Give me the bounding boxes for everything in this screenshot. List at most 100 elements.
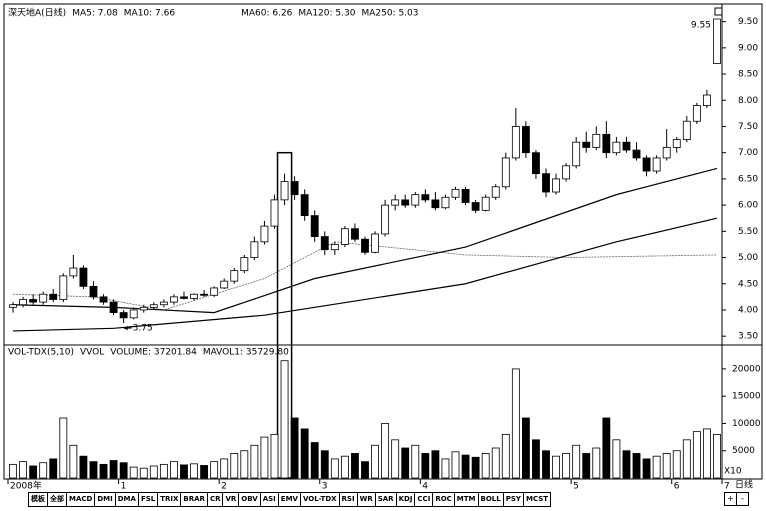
volume-bar [612,439,621,479]
candle-body [642,157,651,172]
indicator-tab[interactable]: DMI [94,492,116,507]
candle-body [702,94,711,106]
candle-body [501,157,510,188]
volume-bar [471,456,480,479]
volume-bar [431,450,440,479]
candle-body [119,312,128,319]
candle-body [260,225,269,243]
volume-bar [401,447,410,479]
volume-bar [562,453,571,479]
indicator-tab[interactable]: SAR [374,492,397,507]
indicator-tab[interactable]: BRAR [180,492,208,507]
candle-body [612,141,621,154]
volume-bar [713,433,721,479]
candle-body [79,267,88,287]
volume-bar [89,461,98,479]
candle-body [572,141,581,167]
indicator-tab[interactable]: VR [222,492,240,507]
volume-bar [270,433,279,479]
candle-body [270,199,279,227]
candle-body [29,299,38,303]
volume-bar [582,453,591,479]
indicator-tab[interactable]: 全部 [47,492,67,507]
header-text: 深天地A(日线) [8,7,66,19]
indicator-tab[interactable]: ASI [259,492,279,507]
annotation: 3.75 [133,324,153,334]
candle-body [89,285,98,298]
volume-bar [320,450,329,479]
indicator-tab[interactable]: DMA [114,492,139,507]
indicator-tab[interactable]: WR [356,492,376,507]
volume-bar [159,463,168,479]
volume-bar [622,450,631,479]
indicator-tab[interactable]: PSY [502,492,524,507]
volume-bar [129,466,138,479]
volume-tick-label: 10000 [732,419,761,429]
candle-body [602,133,611,154]
volume-tick-label: 15000 [732,392,761,402]
volume-bar [340,455,349,479]
volume-bar [391,439,400,479]
x-tick-label: 2008年 [10,480,42,492]
indicator-tab[interactable]: CCI [414,492,434,507]
candle-body [552,178,560,193]
candle-body [310,215,319,237]
candle-body [461,188,470,203]
candle-body [471,202,480,211]
volume-bar [180,464,188,479]
header-text: MA5: 7.08 [72,9,118,19]
candle-body [532,152,540,175]
volume-bar [230,453,239,479]
volume-bar [381,423,390,479]
indicator-tab[interactable]: VOL-TDX [299,492,340,507]
indicator-tab[interactable]: ROC [432,492,455,507]
candle-body [351,228,359,240]
volume-bar [521,417,530,479]
volume-bar [19,461,28,479]
volume-bar [672,450,681,479]
candle-body [109,301,118,313]
volume-bar [250,444,259,479]
x-tick-label: 2 [221,482,227,492]
volume-bar [542,450,550,479]
volume-bar [39,462,48,479]
x-tick-label: 6 [674,482,680,492]
indicator-tab[interactable]: RSI [338,492,358,507]
volume-bar [602,417,611,479]
indicator-tab[interactable]: TRIX [157,492,182,507]
icon[interactable] [714,7,723,16]
indicator-tab[interactable]: CR [206,492,224,507]
candle-body [542,173,550,193]
candle-body [240,257,249,272]
candle-body [39,293,48,303]
candle-body [200,293,209,296]
volume-bar [511,368,520,479]
zoom-button[interactable]: - [736,492,749,506]
candle-body [361,238,369,253]
candle-body [99,296,108,303]
candle-body [9,304,17,308]
candle-body [582,141,591,148]
volume-bar [532,439,540,479]
indicator-tab[interactable]: FSL [137,492,159,507]
indicator-tab[interactable]: 模板 [28,492,48,507]
y-tick-label: 6.00 [738,201,758,211]
indicator-tab[interactable]: KDJ [395,492,416,507]
volume-bar [361,461,369,479]
volume-bar [441,458,450,479]
moving-average-line [13,241,717,311]
candle-body [511,126,520,159]
candle-body [481,196,490,211]
indicator-tab[interactable]: MACD [66,492,96,507]
candle-body [170,296,178,303]
volume-bar [119,462,128,479]
indicator-tab[interactable]: OBV [238,492,261,507]
volume-bar [220,458,229,479]
indicator-tab[interactable]: BOLL [477,492,504,507]
indicator-tab[interactable]: MCST [522,492,552,507]
candle-body [521,126,530,154]
indicator-tab[interactable]: EMV [277,492,301,507]
indicator-tab[interactable]: MTM [453,492,479,507]
